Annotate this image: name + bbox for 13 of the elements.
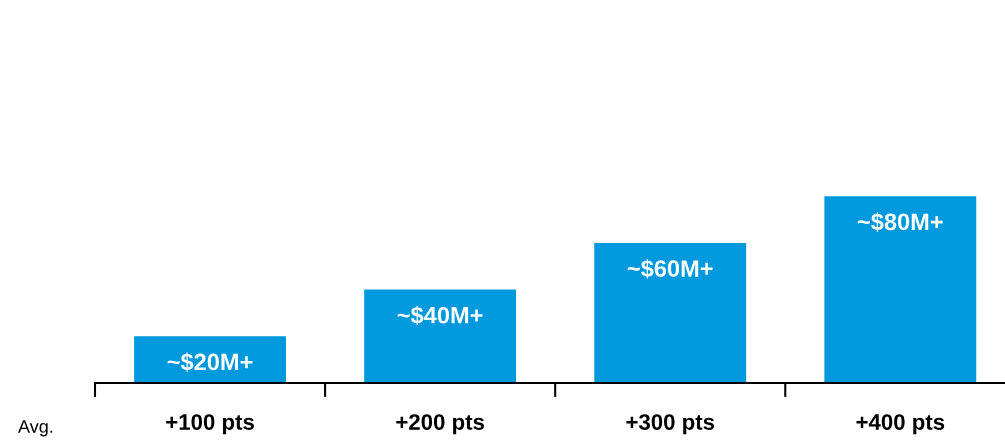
bar [594,242,747,383]
data-label: ~$20M+ [167,352,253,372]
bar [134,336,286,383]
data-label: ~$80M+ [857,212,943,232]
text: Avg. [18,420,53,437]
x-tick-label: +400 pts [856,414,945,435]
x-tick-label: +300 pts [626,414,715,435]
x-tick-label: +200 pts [396,414,485,435]
bar [824,196,977,383]
bar [364,289,517,383]
data-label: ~$60M+ [627,259,713,279]
data-label: ~$40M+ [397,305,483,326]
x-tick-label: +100 pts [166,414,254,435]
